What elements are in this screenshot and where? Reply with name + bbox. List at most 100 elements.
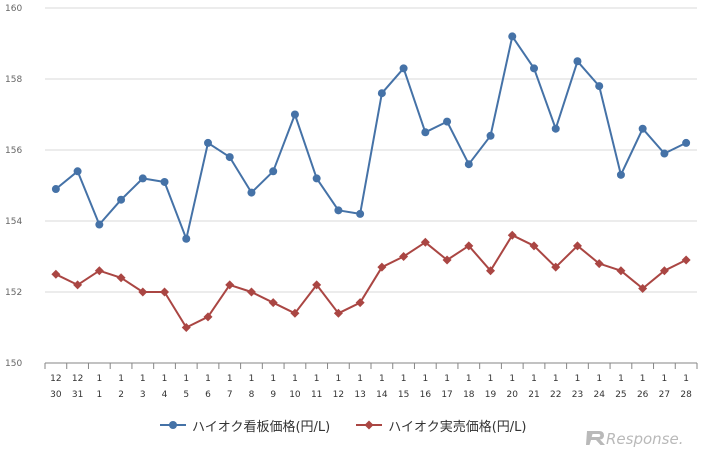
x-tick-label-day: 21	[528, 390, 539, 400]
data-point-0	[486, 131, 495, 140]
data-point-1	[464, 241, 474, 251]
legend: ハイオク看板価格(円/L) ハイオク実売価格(円/L)	[160, 415, 553, 435]
legend-marker-diamond-icon	[356, 420, 383, 430]
x-tick-label-day: 24	[593, 390, 605, 400]
x-tick-label-month: 12	[50, 374, 61, 384]
y-tick-label-156: 156	[5, 146, 22, 156]
data-point-0	[443, 117, 452, 126]
data-point-1	[355, 298, 365, 308]
x-tick-label-day: 31	[72, 390, 83, 400]
x-tick-label-month: 1	[270, 374, 276, 384]
x-tick-label-day: 22	[550, 390, 561, 400]
data-point-1	[268, 298, 278, 308]
data-point-1	[203, 312, 213, 322]
x-tick-label-month: 1	[531, 374, 537, 384]
x-tick-label-month: 1	[336, 374, 342, 384]
x-tick-label-day: 27	[659, 390, 670, 400]
x-tick-label-month: 1	[466, 374, 472, 384]
x-tick-label-month: 1	[357, 374, 363, 384]
x-tick-label-day: 19	[485, 390, 497, 400]
data-point-1	[312, 280, 322, 290]
x-tick-label-day: 14	[376, 390, 388, 400]
x-tick-label-month: 1	[401, 374, 407, 384]
legend-item-1: ハイオク実売価格(円/L)	[356, 416, 527, 435]
x-tick-label-month: 1	[662, 374, 668, 384]
x-tick-label-day: 11	[311, 390, 322, 400]
y-tick-label-154: 154	[5, 217, 22, 227]
x-tick-label-month: 1	[249, 374, 255, 384]
data-point-1	[160, 287, 170, 297]
series-line-1	[55, 234, 687, 329]
x-tick-label-month: 12	[72, 374, 83, 384]
data-point-0	[312, 174, 321, 183]
data-point-0	[117, 195, 126, 204]
data-point-1	[638, 283, 648, 293]
data-point-0	[399, 64, 408, 73]
x-tick-label-month: 1	[488, 374, 494, 384]
legend-label-1: ハイオク実売価格(円/L)	[388, 419, 527, 435]
x-tick-label-month: 1	[683, 374, 689, 384]
data-point-0	[138, 174, 147, 183]
y-tick-label-150: 150	[5, 359, 22, 369]
x-tick-label-day: 18	[463, 390, 475, 400]
x-tick-label-day: 16	[420, 390, 432, 400]
x-tick-label-month: 1	[162, 374, 168, 384]
data-point-0	[421, 128, 430, 137]
data-point-1	[659, 266, 669, 276]
data-point-0	[682, 138, 691, 147]
data-point-0	[269, 167, 278, 176]
x-tick-label-month: 1	[422, 374, 428, 384]
y-tick-label-152: 152	[5, 288, 22, 298]
data-point-0	[73, 167, 82, 176]
x-tick-label-day: 1	[96, 390, 102, 400]
data-point-1	[225, 280, 235, 290]
x-tick-label-month: 1	[96, 374, 102, 384]
x-tick-label-day: 12	[333, 390, 344, 400]
data-point-0	[247, 188, 256, 197]
legend-item-0: ハイオク看板価格(円/L)	[160, 416, 330, 435]
data-point-0	[508, 32, 517, 41]
x-tick-label-day: 4	[162, 390, 168, 400]
data-point-0	[51, 185, 60, 194]
x-tick-label-day: 3	[140, 390, 146, 400]
data-point-1	[616, 266, 626, 276]
data-point-1	[442, 255, 452, 265]
data-point-1	[529, 241, 539, 251]
data-point-1	[486, 266, 496, 276]
x-tick-label-day: 26	[637, 390, 649, 400]
x-tick-label-month: 1	[553, 374, 559, 384]
x-tick-label-month: 1	[227, 374, 233, 384]
data-point-0	[638, 124, 647, 133]
data-point-0	[530, 64, 538, 73]
x-tick-label-month: 1	[118, 374, 124, 384]
data-point-0	[660, 149, 669, 158]
data-point-1	[138, 287, 148, 297]
data-point-0	[95, 220, 104, 229]
data-point-1	[116, 273, 126, 283]
x-tick-label-month: 1	[183, 374, 189, 384]
x-tick-label-day: 25	[615, 390, 626, 400]
data-point-1	[681, 255, 691, 265]
data-point-0	[225, 153, 234, 162]
data-point-0	[356, 209, 365, 218]
data-point-1	[399, 252, 409, 261]
logo-text: Response.	[606, 430, 683, 448]
x-tick-label-month: 1	[140, 374, 146, 384]
data-point-0	[464, 160, 473, 169]
x-tick-label-day: 20	[507, 390, 519, 400]
x-tick-label-month: 1	[575, 374, 581, 384]
data-point-1	[73, 280, 83, 290]
x-axis: 1230123111121314151617181911011111211311…	[44, 362, 698, 400]
x-tick-label-month: 1	[640, 374, 646, 384]
x-tick-label-month: 1	[509, 374, 515, 384]
x-tick-label-month: 1	[596, 374, 602, 384]
x-tick-label-month: 1	[205, 374, 211, 384]
data-point-1	[181, 323, 191, 332]
data-point-0	[204, 138, 212, 147]
data-point-1	[551, 262, 561, 272]
x-tick-label-day: 2	[118, 390, 124, 400]
x-tick-label-day: 10	[289, 390, 301, 400]
data-point-1	[94, 266, 104, 276]
data-point-0	[616, 170, 625, 179]
